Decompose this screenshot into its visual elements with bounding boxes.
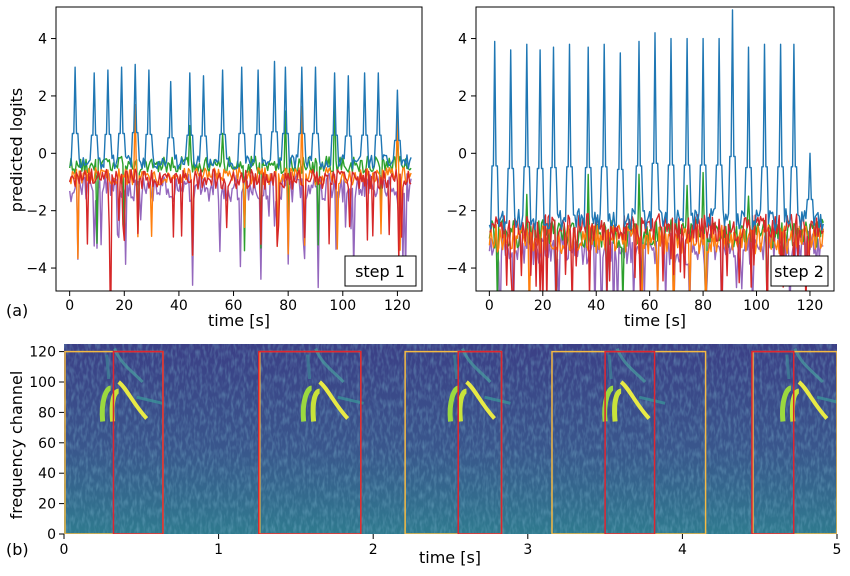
y-tick-label: 2 [458, 89, 467, 105]
y-tick-label: −4 [26, 261, 47, 277]
red-box [258, 350, 362, 534]
series-line-2 [69, 103, 412, 260]
red-box [457, 350, 503, 534]
syllable [300, 347, 364, 422]
series-line-1 [69, 60, 412, 170]
x-tick-label: 40 [587, 298, 605, 314]
chart-step2: 0 20 40 60 80 100 120 −4 −2 0 2 4 step 2 time [s] [446, 6, 835, 330]
step1-box [344, 255, 417, 287]
series-line-1 [488, 9, 824, 232]
y-tick-label: 40 [38, 466, 56, 482]
y-tick-label: 2 [38, 89, 47, 105]
y-tick-label: 20 [38, 497, 56, 513]
x-tick-label: 20 [115, 298, 133, 314]
series-line-5 [69, 172, 412, 289]
prediction-boxes [64, 350, 837, 534]
y-tick-label: 4 [458, 32, 467, 48]
x-tick-label: 20 [534, 298, 552, 314]
series-lines-step1 [69, 60, 412, 291]
x-tick-label: 120 [384, 298, 411, 314]
y-tick-label: 0 [458, 146, 467, 162]
step2-box [770, 255, 829, 287]
x-tick-label: 60 [641, 298, 659, 314]
x-tick-label: 100 [743, 298, 770, 314]
y-axis-label-step1: predicted logits [7, 88, 26, 212]
y-tick-label: 0 [38, 146, 47, 162]
chart-spectrogram: 0 1 2 3 4 5 0 20 40 60 80 100 120 time [s] frequency… [7, 344, 841, 567]
x-tick-label: 0 [485, 298, 494, 314]
ticks-spectrogram: 0 1 2 3 4 5 0 20 40 60 80 100 120 [29, 345, 841, 558]
x-tick-label: 100 [329, 298, 356, 314]
x-tick-label: 80 [279, 298, 297, 314]
panel-label-a: (a) [6, 301, 28, 320]
x-tick-label: 120 [797, 298, 824, 314]
y-tick-label: 80 [38, 405, 56, 421]
x-tick-label: 80 [694, 298, 712, 314]
series-line-4 [489, 212, 824, 291]
x-tick-label: 1 [214, 542, 223, 558]
x-tick-label: 40 [170, 298, 188, 314]
step1-label: step 1 [355, 262, 405, 281]
x-axis-label-step1: time [s] [208, 311, 270, 330]
spectrogram-image [64, 344, 837, 534]
red-box [751, 350, 795, 534]
y-tick-label: −4 [446, 261, 467, 277]
x-tick-label: 0 [60, 542, 69, 558]
x-tick-label: 2 [369, 542, 378, 558]
y-tick-label: 60 [38, 436, 56, 452]
syllable [99, 347, 163, 422]
red-box [604, 350, 656, 534]
y-tick-label: −2 [446, 204, 467, 220]
x-tick-label: 3 [523, 542, 532, 558]
x-axis-label-step2: time [s] [624, 311, 686, 330]
x-tick-label: 4 [678, 542, 687, 558]
series-lines-step2 [488, 9, 824, 291]
red-box [112, 350, 164, 534]
y-tick-label: 120 [29, 345, 56, 361]
x-tick-label: 60 [225, 298, 243, 314]
y-axis-label-spectrogram: frequency channel [7, 371, 26, 520]
y-tick-label: 100 [29, 375, 56, 391]
axes-frame-step1 [55, 6, 423, 292]
x-tick-label: 0 [65, 298, 74, 314]
spectrogram-noise [64, 344, 837, 534]
axes-frame-step2 [475, 6, 835, 292]
gold-box [752, 350, 837, 534]
x-tick-label: 5 [833, 542, 842, 558]
y-tick-label: 0 [47, 527, 56, 543]
series-line-2 [488, 224, 824, 291]
ticks-step1: 0 20 40 60 80 100 120 −4 −2 0 2 4 [26, 32, 410, 314]
y-tick-label: 4 [38, 32, 47, 48]
step2-label: step 2 [774, 262, 824, 281]
ticks-step2: 0 20 40 60 80 100 120 −4 −2 0 2 4 [446, 32, 823, 314]
panel-label-b: (b) [6, 540, 29, 559]
chart-step1: 0 20 40 60 80 100 120 −4 −2 0 2 4 step 1 time [s] p… [7, 6, 423, 330]
x-axis-label-spectrogram: time [s] [419, 548, 481, 567]
y-tick-label: −2 [26, 204, 47, 220]
series-line-4 [69, 168, 412, 291]
